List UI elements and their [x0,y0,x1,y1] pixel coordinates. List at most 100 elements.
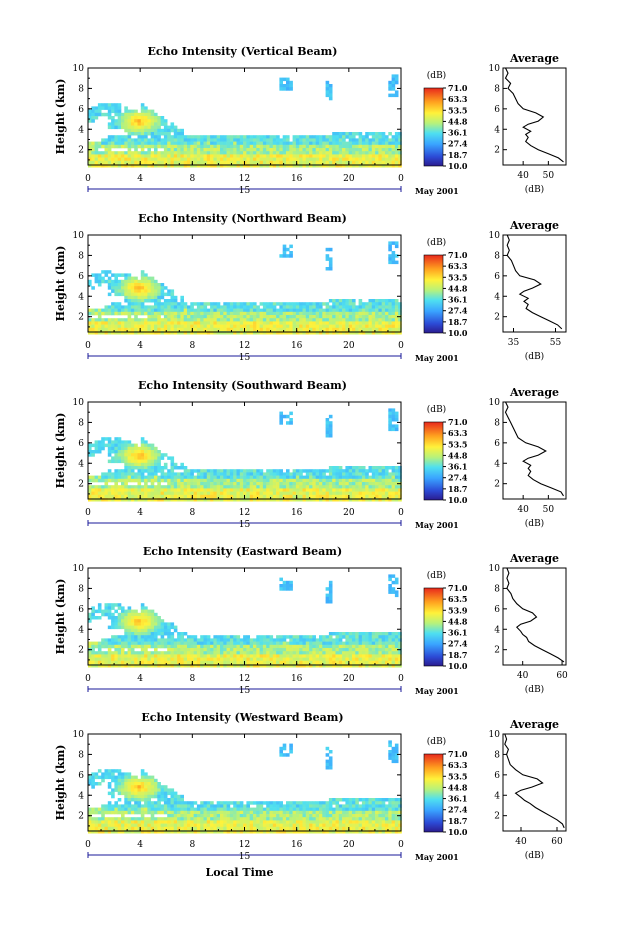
avg-y-tick-label: 8 [494,251,500,261]
y-axis-label: Height (km) [54,579,67,655]
colorbar-unit: (dB) [427,70,446,81]
x-tick-label: 0 [85,174,91,184]
avg-y-tick-label: 10 [489,398,501,408]
colorbar-unit: (dB) [427,404,446,415]
avg-y-tick-label: 6 [494,272,500,282]
avg-y-tick-label: 2 [494,480,500,490]
avg-y-tick-label: 6 [494,439,500,449]
y-tick-label: 4 [78,125,84,135]
average-frame [502,733,567,832]
x-tick-label: 20 [343,674,355,684]
colorbar-tick-label: 53.5 [448,272,467,282]
x-tick-label: 8 [189,508,195,518]
colorbar-tick-label: 44.8 [448,616,468,626]
y-tick-label: 2 [78,646,84,656]
colorbar-tick-label: 36.1 [448,128,467,138]
avg-y-tick-label: 2 [494,812,500,822]
colorbar [423,421,444,501]
avg-y-tick-label: 4 [494,791,500,801]
avg-x-axis-label: (dB) [525,684,544,695]
avg-x-tick-label: 55 [550,338,562,348]
y-tick-label: 10 [73,564,85,574]
x-tick-label: 16 [291,674,303,684]
colorbar-tick-label: 18.7 [448,150,467,160]
colorbar-tick-label: 53.5 [448,439,467,449]
x-tick-label: 8 [189,341,195,351]
colorbar-tick-label: 10.0 [448,495,468,505]
colorbar [423,254,444,334]
avg-y-tick-label: 4 [494,125,500,135]
average-title: Average [509,718,559,731]
average-frame [502,567,567,666]
y-tick-label: 8 [78,84,84,94]
colorbar-tick-label: 18.7 [448,816,467,826]
x-tick-label: 16 [291,341,303,351]
average-title: Average [509,219,559,232]
avg-y-tick-label: 8 [494,584,500,594]
day-label: 15 [239,686,251,696]
date-label: May 2001 [415,353,459,363]
avg-x-axis-label: (dB) [525,518,544,529]
echo-intensity-heatmap [88,241,402,335]
echo-intensity-heatmap [88,408,402,502]
y-tick-label: 8 [78,418,84,428]
average-profile-line [506,567,565,663]
chart-title: Echo Intensity (Northward Beam) [138,212,347,225]
y-tick-label: 10 [73,730,85,740]
average-title: Average [509,386,559,399]
colorbar-tick-label: 36.1 [448,794,467,804]
colorbar-tick-label: 27.4 [448,139,468,149]
x-axis-label: Local Time [206,866,274,879]
y-tick-label: 4 [78,292,84,302]
chart-title: Echo Intensity (Westward Beam) [141,711,343,724]
colorbar-unit: (dB) [427,570,446,581]
echo-intensity-heatmap [88,74,402,168]
avg-y-tick-label: 2 [494,646,500,656]
average-frame [502,234,567,333]
y-tick-label: 6 [78,272,84,282]
x-tick-label: 20 [343,840,355,850]
y-tick-label: 2 [78,480,84,490]
average-profile-line [504,67,564,163]
colorbar-tick-label: 27.4 [448,805,468,815]
colorbar-tick-label: 18.7 [448,317,467,327]
x-tick-label: 16 [291,840,303,850]
colorbar-tick-label: 71.0 [448,250,468,260]
avg-x-tick-label: 40 [517,171,529,181]
x-tick-label: 12 [239,341,250,351]
y-tick-label: 2 [78,313,84,323]
date-label: May 2001 [415,186,459,196]
y-tick-label: 10 [73,398,85,408]
x-tick-label: 4 [137,341,143,351]
y-tick-label: 10 [73,64,85,74]
y-axis-label: Height (km) [54,745,67,821]
day-label: 15 [239,186,251,196]
colorbar-tick-label: 44.8 [448,283,468,293]
y-axis-label: Height (km) [54,413,67,489]
echo-intensity-heatmap [88,574,402,668]
y-axis-label: Height (km) [54,246,67,322]
day-label: 15 [239,520,251,530]
x-tick-label: 16 [291,508,303,518]
date-label: May 2001 [415,852,459,862]
x-tick-label: 8 [189,174,195,184]
colorbar-tick-label: 53.5 [448,105,467,115]
chart-title: Echo Intensity (Southward Beam) [138,379,347,392]
y-tick-label: 6 [78,439,84,449]
y-tick-label: 10 [73,231,85,241]
colorbar-tick-label: 63.3 [448,261,468,271]
y-tick-label: 8 [78,251,84,261]
colorbar-tick-label: 36.1 [448,462,467,472]
avg-y-tick-label: 10 [489,730,501,740]
avg-y-tick-label: 8 [494,418,500,428]
colorbar-tick-label: 63.3 [448,428,468,438]
date-label: May 2001 [415,520,459,530]
avg-y-tick-label: 8 [494,750,500,760]
chart-title: Echo Intensity (Eastward Beam) [143,545,342,558]
x-tick-label: 8 [189,674,195,684]
colorbar-tick-label: 63.3 [448,94,468,104]
x-tick-label: 12 [239,508,250,518]
echo-intensity-heatmap [88,740,402,834]
echo-panel: Echo Intensity (Northward Beam) 2 4 6 8 10 Hei… [54,212,567,363]
